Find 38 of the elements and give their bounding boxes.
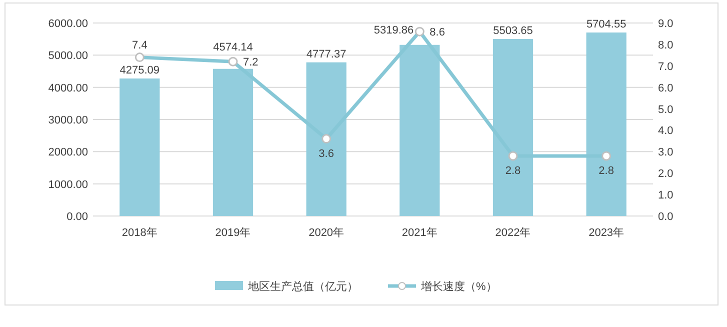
- data-label: 8.6: [430, 26, 445, 39]
- x-tick-label: 2021年: [402, 227, 438, 239]
- y2-tick-label: 1.0: [658, 190, 674, 202]
- y2-tick-label: 4.0: [658, 125, 674, 138]
- y-tick-label: 3000.00: [48, 114, 88, 126]
- data-label: 4777.37: [306, 48, 346, 60]
- data-label: 3.6: [318, 148, 334, 160]
- y2-tick-label: 5.0: [658, 104, 674, 116]
- y2-tick-label: 3.0: [658, 146, 674, 159]
- y2-tick-label: 2.0: [658, 168, 674, 180]
- data-label: 7.4: [132, 39, 148, 52]
- y-tick-label: 6000.00: [48, 18, 88, 30]
- bar: [120, 78, 160, 216]
- y-tick-label: 5000.00: [48, 50, 88, 62]
- x-tick-label: 2018年: [122, 227, 158, 239]
- data-label: 2.8: [598, 164, 614, 177]
- legend-label: 地区生产总值（亿元）: [247, 280, 358, 293]
- y2-tick-label: 9.0: [658, 18, 674, 30]
- data-label: 4275.09: [120, 64, 160, 76]
- y-tick-label: 2000.00: [48, 146, 88, 159]
- y2-tick-label: 7.0: [658, 60, 674, 73]
- y-tick-label: 1000.00: [48, 178, 88, 191]
- legend-label: 增长速度（%）: [420, 280, 497, 293]
- x-tick-label: 2020年: [308, 227, 344, 239]
- y2-tick-label: 6.0: [658, 82, 674, 94]
- data-label: 7.2: [243, 56, 258, 69]
- data-label: 2.8: [505, 164, 521, 177]
- x-tick-label: 2019年: [215, 227, 251, 239]
- y2-tick-label: 8.0: [658, 39, 674, 52]
- data-label: 4574.14: [213, 42, 253, 54]
- data-label: 5319.86: [374, 24, 414, 37]
- y2-tick-label: 0.0: [658, 211, 674, 223]
- y-tick-label: 0.00: [66, 211, 88, 223]
- data-label: 5704.55: [586, 18, 626, 31]
- data-label: 5503.65: [493, 24, 533, 37]
- x-tick-label: 2022年: [495, 227, 531, 239]
- x-tick-label: 2023年: [588, 227, 624, 239]
- y-tick-label: 4000.00: [48, 82, 88, 94]
